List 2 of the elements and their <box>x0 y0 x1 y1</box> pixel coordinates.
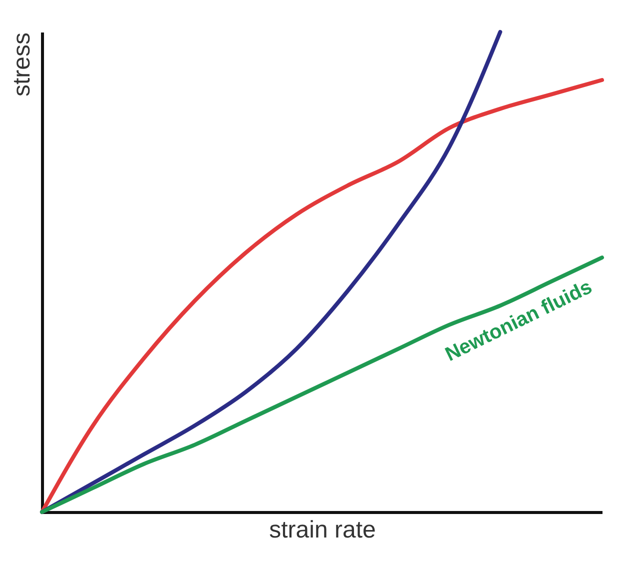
y-axis-title: stress <box>8 32 36 97</box>
x-axis-title: strain rate <box>269 516 376 544</box>
